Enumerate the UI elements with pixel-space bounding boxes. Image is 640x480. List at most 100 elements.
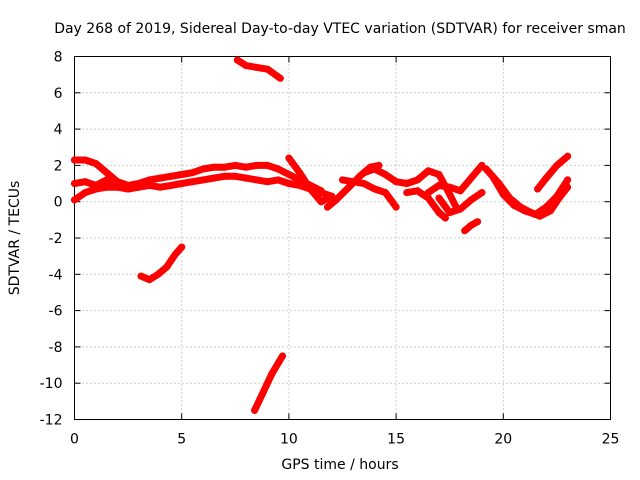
data-point: [103, 169, 111, 177]
data-point: [156, 183, 164, 191]
data-point: [403, 189, 411, 197]
data-point: [467, 174, 475, 182]
data-point: [178, 243, 186, 251]
data-point: [71, 180, 78, 187]
y-tick-label: -12: [40, 413, 63, 429]
data-point: [276, 74, 284, 82]
data-point: [253, 63, 261, 71]
axis-ticks: [74, 56, 611, 420]
data-point: [231, 172, 239, 180]
series-arc-h: [461, 218, 482, 235]
data-point: [474, 218, 482, 226]
data-point: [296, 181, 304, 189]
data-point: [221, 163, 229, 171]
data-point: [446, 183, 454, 191]
data-point: [424, 189, 432, 197]
y-tick-label: 6: [54, 86, 63, 102]
data-point: [274, 165, 282, 173]
data-point: [285, 180, 293, 187]
data-point: [264, 65, 271, 73]
data-point: [414, 176, 421, 184]
data-point: [178, 171, 186, 178]
data-point: [435, 171, 443, 178]
series-early-band: [71, 176, 132, 193]
data-point: [542, 174, 550, 182]
x-tick-label: 5: [177, 432, 186, 448]
x-axis-label: GPS time / hours: [281, 457, 398, 473]
data-point: [461, 227, 469, 235]
data-point: [135, 183, 143, 191]
data-point: [478, 189, 486, 197]
data-point: [553, 161, 561, 169]
data-point: [274, 176, 282, 184]
series-arc-c: [339, 176, 400, 211]
data-point: [332, 196, 340, 204]
series-arc-l: [137, 243, 186, 284]
data-point: [279, 352, 286, 360]
y-tick-label: -6: [49, 304, 63, 320]
y-tick-label: 4: [54, 122, 63, 138]
y-tick-label: 2: [54, 158, 63, 174]
data-point: [251, 406, 259, 414]
x-tick-label: 10: [280, 432, 298, 448]
y-tick-label: -8: [49, 340, 63, 356]
y-tick-label: 0: [54, 195, 63, 211]
data-point: [534, 185, 542, 193]
data-point: [188, 178, 196, 186]
series-trace: [534, 152, 572, 193]
y-tick-label: -10: [40, 376, 63, 392]
x-tick-labels: 0 5 10 15 20 25: [70, 432, 619, 448]
data-point: [199, 176, 207, 184]
data-point: [489, 172, 497, 180]
y-tick-labels: -12 -10 -8 -6 -4 -2 0 2 4 6 8: [40, 50, 63, 429]
y-tick-label: -2: [49, 231, 63, 247]
data-point: [456, 205, 464, 213]
data-point: [268, 370, 276, 378]
data-point: [146, 176, 153, 184]
data-point: [324, 203, 331, 211]
data-point: [242, 163, 250, 171]
data-point: [199, 165, 207, 173]
data-point: [446, 190, 454, 198]
x-tick-label: 25: [602, 432, 620, 448]
data-point: [253, 176, 261, 184]
data-point: [345, 183, 353, 191]
data-point: [137, 272, 145, 280]
series-arc-j: [489, 172, 572, 218]
data-point: [178, 180, 186, 187]
chart-title: Day 268 of 2019, Sidereal Day-to-day VTE…: [54, 21, 626, 37]
data-point: [532, 210, 539, 218]
data-point: [306, 185, 314, 193]
series-trace: [251, 352, 286, 414]
data-point: [381, 171, 389, 178]
data-point: [392, 203, 400, 211]
data-point: [231, 161, 239, 169]
data-point: [154, 270, 162, 278]
data-point: [264, 178, 271, 186]
data-point: [167, 172, 175, 180]
data-point: [521, 207, 529, 215]
data-point: [242, 62, 250, 70]
data-point: [360, 169, 368, 177]
series-arc-f: [424, 161, 486, 197]
data-point: [81, 178, 89, 186]
data-point: [435, 194, 443, 202]
data-point: [446, 209, 454, 217]
data-point: [259, 388, 267, 396]
data-point: [403, 180, 411, 187]
data-point: [71, 196, 78, 204]
data-point: [103, 183, 111, 191]
data-point: [156, 174, 164, 182]
data-point: [81, 189, 89, 197]
data-point: [221, 172, 229, 180]
data-point: [264, 161, 271, 169]
data-point: [467, 221, 475, 229]
data-point: [92, 160, 100, 168]
x-tick-label: 0: [70, 432, 79, 448]
series-arc-e: [403, 187, 449, 222]
y-axis-label: SDTVAR / TECUs: [7, 181, 23, 296]
data-point: [242, 174, 250, 182]
series-arc-m: [233, 56, 284, 82]
data-point: [210, 163, 218, 171]
